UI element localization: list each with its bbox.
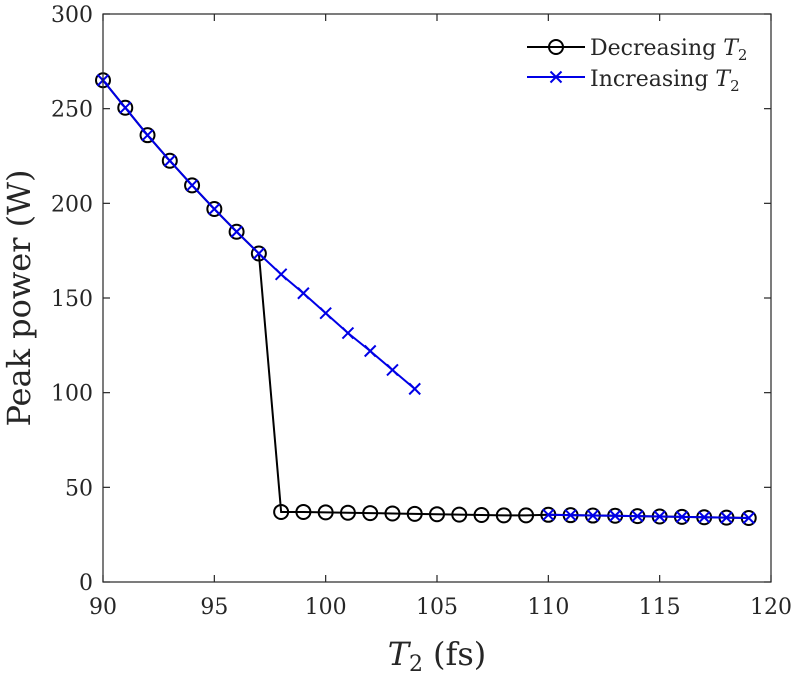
data-point-x	[163, 154, 177, 167]
x-tick-label: 115	[639, 595, 681, 620]
x-tick-label: 90	[89, 595, 117, 620]
y-tick-label: 250	[51, 98, 93, 123]
data-point-circle	[406, 505, 423, 522]
legend-label-increasing: Increasing T2	[590, 67, 740, 95]
data-point-circle	[161, 152, 178, 169]
data-point-x	[119, 101, 132, 114]
data-point-x	[297, 287, 310, 300]
x-axis-title: T2 (fs)	[388, 635, 487, 675]
data-point-circle	[317, 504, 334, 521]
data-point-x	[274, 268, 288, 281]
data-point-x	[386, 363, 399, 377]
data-point-circle	[429, 506, 445, 523]
data-point-x	[363, 344, 377, 358]
legend-box	[517, 26, 765, 102]
x-tick-label: 95	[200, 595, 228, 620]
legend-marker-circle	[548, 39, 564, 55]
data-point-x	[697, 511, 711, 524]
data-point-x	[408, 382, 421, 396]
y-tick-label: 50	[65, 476, 93, 501]
data-point-x	[208, 202, 221, 216]
data-point-circle	[273, 503, 290, 520]
data-point-circle	[184, 177, 201, 194]
x-tick-label: 105	[416, 595, 458, 620]
series-layer	[95, 72, 757, 527]
y-tick-label: 150	[51, 287, 93, 312]
data-point-circle	[362, 505, 379, 522]
data-point-x	[742, 511, 755, 525]
data-point-x	[675, 510, 689, 524]
data-point-circle	[250, 245, 267, 262]
data-point-circle	[117, 99, 134, 116]
data-point-x	[586, 509, 600, 522]
x-tick-label: 110	[527, 595, 569, 620]
data-point-x	[230, 225, 243, 238]
data-point-circle	[295, 503, 312, 520]
data-point-x	[319, 306, 332, 320]
legend-marker-x	[549, 70, 563, 84]
data-point-x	[341, 326, 355, 340]
data-point-x	[252, 247, 266, 260]
data-point-x	[564, 508, 577, 522]
y-tick-label: 100	[51, 382, 93, 407]
data-point-circle	[384, 505, 401, 522]
data-point-x	[542, 508, 555, 521]
legend: Decreasing T2 Increasing T2	[517, 26, 765, 102]
data-point-circle	[228, 223, 245, 240]
data-point-x	[141, 128, 154, 142]
axes: 90 95 100 105 110 115 120 0 50 100 150 200 250 300	[51, 3, 792, 620]
data-point-circle	[206, 201, 223, 218]
series-line-1-1	[548, 513, 749, 520]
legend-label-decreasing: Decreasing T2	[590, 36, 747, 64]
y-tick-label: 300	[51, 3, 93, 28]
data-point-x	[653, 510, 666, 523]
x-tick-label: 100	[305, 595, 347, 620]
plot-area	[103, 14, 771, 582]
data-point-x	[720, 511, 733, 524]
legend-item-decreasing: Decreasing T2	[527, 36, 747, 64]
data-point-x	[185, 179, 199, 192]
x-tick-label: 120	[750, 595, 792, 620]
series-increasing	[96, 74, 755, 525]
data-point-x	[631, 509, 644, 523]
legend-item-increasing: Increasing T2	[527, 67, 740, 95]
y-tick-label: 0	[79, 571, 93, 596]
data-point-circle	[339, 504, 356, 521]
data-point-circle	[495, 507, 512, 524]
data-point-circle	[473, 506, 490, 523]
y-tick-label: 200	[51, 192, 93, 217]
data-point-circle	[139, 127, 156, 144]
y-axis-title: Peak power (W)	[0, 169, 38, 426]
data-point-circle	[451, 506, 468, 523]
data-point-x	[608, 509, 622, 522]
data-point-circle	[518, 507, 535, 524]
